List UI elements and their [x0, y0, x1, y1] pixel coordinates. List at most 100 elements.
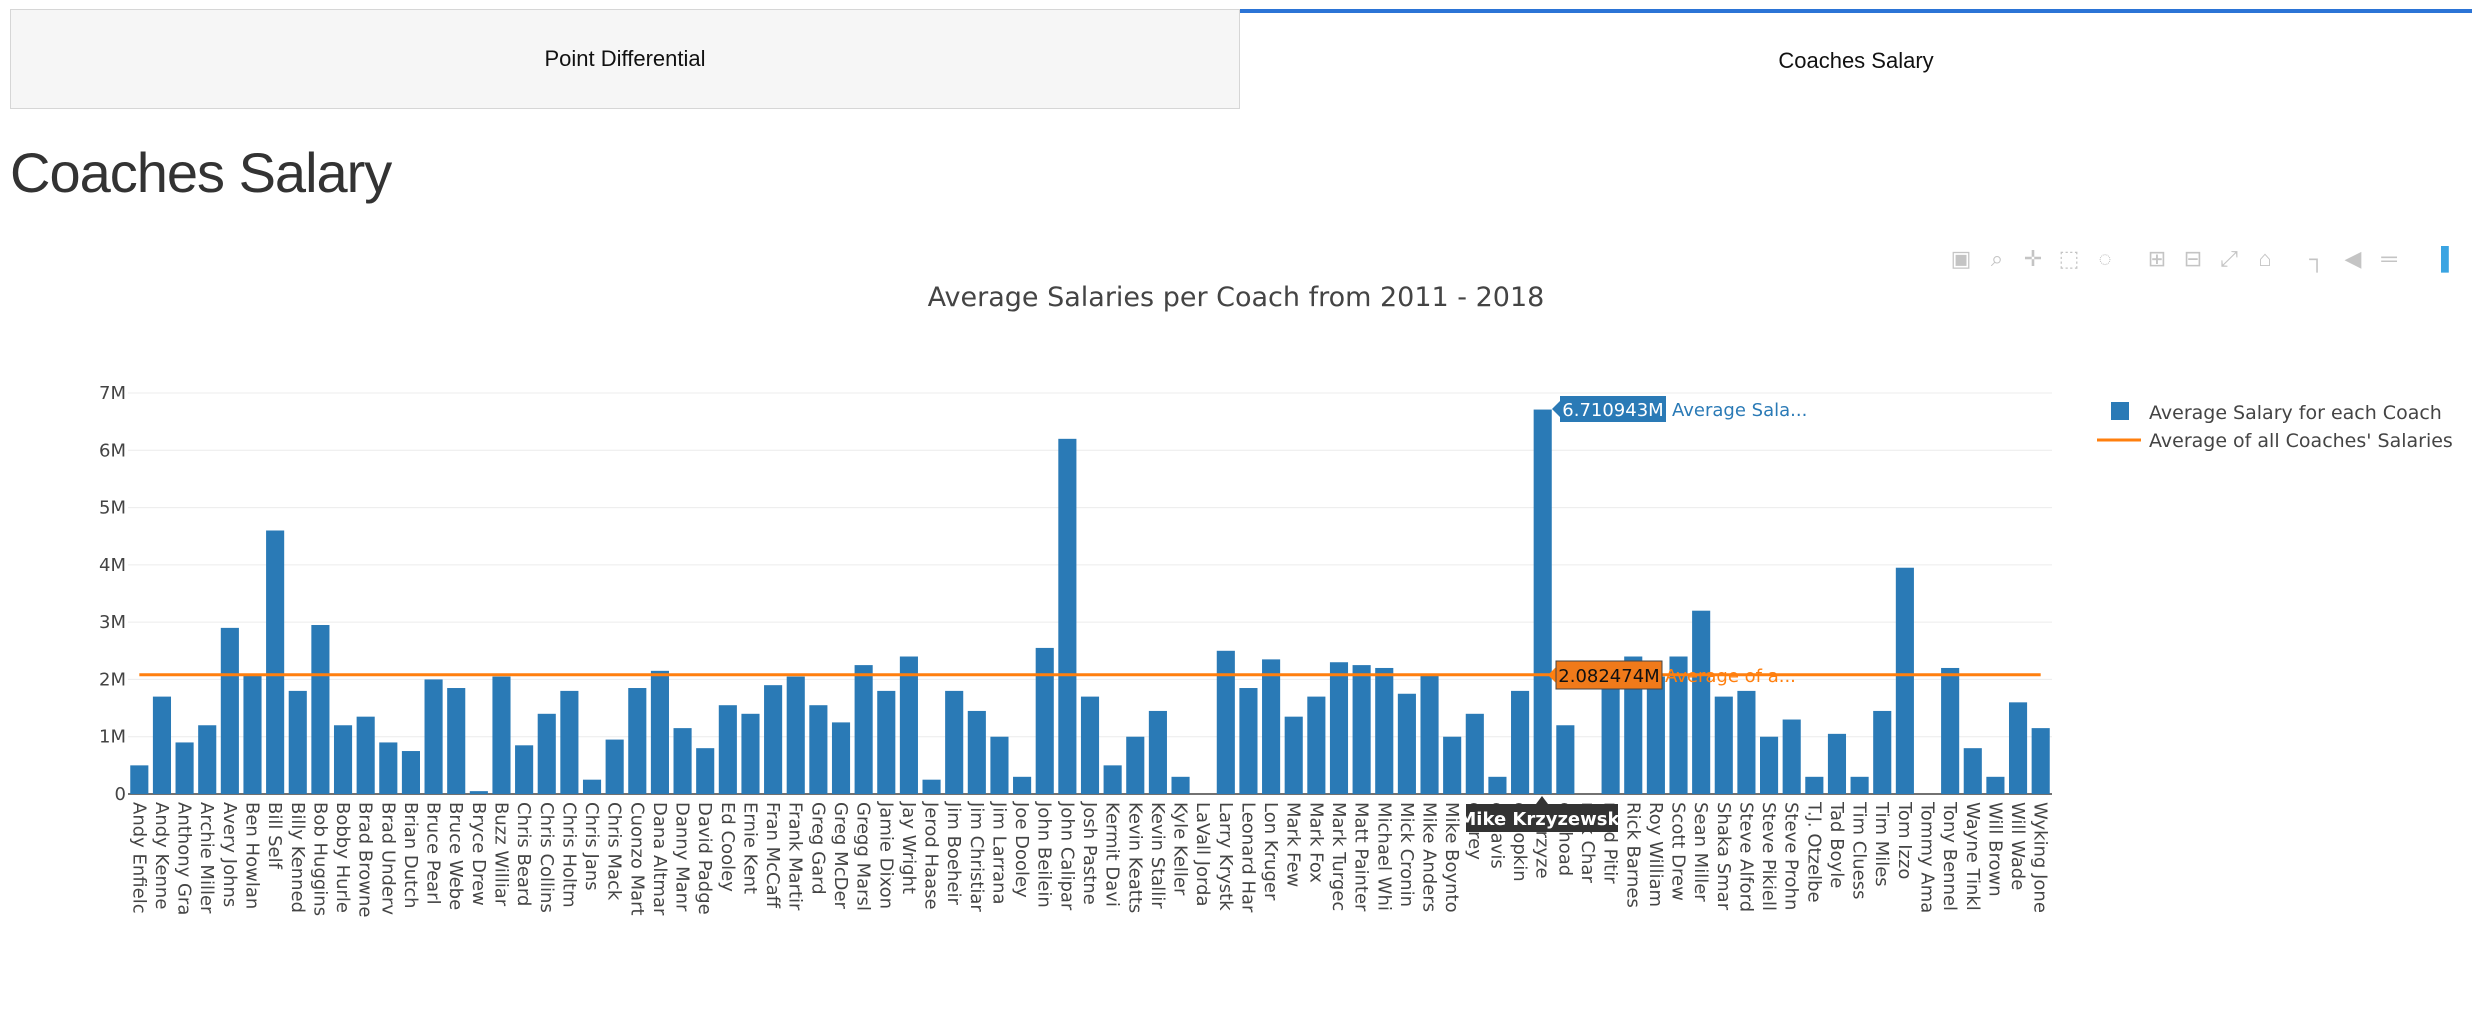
bar[interactable] — [130, 765, 149, 794]
bar[interactable] — [990, 736, 1009, 794]
tab-coaches-salary[interactable]: Coaches Salary — [1240, 9, 2472, 109]
plotly-logo-icon[interactable]: ▐ — [2433, 246, 2449, 271]
bar[interactable] — [877, 690, 896, 794]
bar[interactable] — [1714, 696, 1733, 794]
bar[interactable] — [1941, 667, 1960, 794]
bar[interactable] — [582, 779, 602, 794]
bar[interactable] — [1329, 662, 1349, 794]
bar[interactable] — [1873, 710, 1892, 794]
bar[interactable] — [266, 530, 285, 794]
bar[interactable] — [469, 791, 488, 794]
bar[interactable] — [1058, 438, 1077, 794]
bar[interactable] — [1262, 659, 1281, 794]
bar[interactable] — [198, 725, 217, 794]
bar[interactable] — [1669, 656, 1688, 794]
bar[interactable] — [356, 716, 375, 794]
bar[interactable] — [424, 679, 443, 794]
bar[interactable] — [786, 676, 805, 794]
bar[interactable] — [1239, 688, 1258, 794]
bar[interactable] — [831, 722, 851, 794]
bar[interactable] — [1420, 673, 1439, 794]
bar[interactable] — [447, 688, 466, 794]
zoom-icon[interactable]: ⌕ — [1990, 246, 2004, 271]
bar[interactable] — [1035, 647, 1054, 794]
bar[interactable] — [673, 728, 692, 794]
bar[interactable] — [1307, 696, 1326, 794]
bar[interactable] — [2008, 702, 2028, 794]
bar[interactable] — [1533, 409, 1552, 794]
bar[interactable] — [1397, 693, 1416, 794]
reset-axes-icon[interactable]: ⌂ — [2258, 246, 2272, 271]
bar[interactable] — [379, 742, 398, 794]
bar[interactable] — [175, 742, 194, 794]
bar[interactable] — [1488, 776, 1507, 794]
bar[interactable] — [333, 725, 353, 794]
pan-icon[interactable]: ✛ — [2023, 246, 2043, 271]
bar[interactable] — [401, 751, 420, 794]
autoscale-icon[interactable]: ⤢ — [2220, 246, 2238, 271]
bar[interactable] — [696, 748, 715, 794]
zoom-out-icon[interactable]: ⊟ — [2183, 246, 2203, 271]
bar[interactable] — [1895, 567, 1914, 794]
spike-lines-icon[interactable]: ┐ — [2309, 246, 2325, 271]
bar[interactable] — [220, 627, 239, 794]
bar[interactable] — [1465, 713, 1484, 794]
bar[interactable] — [1148, 710, 1167, 794]
legend-label-bar[interactable]: Average Salary for each Coach — [2149, 402, 2442, 424]
bar[interactable] — [1352, 665, 1371, 794]
hover-compare-icon[interactable]: ═ — [2381, 246, 2397, 271]
bar[interactable] — [945, 690, 964, 794]
bar[interactable] — [1737, 690, 1756, 794]
bar[interactable] — [1216, 650, 1235, 794]
bar[interactable] — [1443, 736, 1462, 794]
box-select-icon[interactable]: ⬚ — [2058, 246, 2080, 271]
legend-label-line[interactable]: Average of all Coaches' Salaries — [2149, 430, 2453, 452]
bar[interactable] — [1511, 690, 1530, 794]
bar[interactable] — [1692, 610, 1711, 794]
bar[interactable] — [1556, 725, 1575, 794]
bar[interactable] — [718, 705, 737, 794]
bar[interactable] — [288, 690, 307, 794]
bar[interactable] — [1850, 776, 1869, 794]
lasso-select-icon[interactable]: ◌ — [2098, 246, 2112, 271]
bar[interactable] — [967, 710, 986, 794]
bar[interactable] — [899, 656, 918, 794]
bar[interactable] — [854, 665, 873, 794]
bar[interactable] — [1171, 776, 1190, 794]
bar[interactable] — [1782, 719, 1801, 794]
bar[interactable] — [1284, 716, 1303, 794]
bar[interactable] — [764, 685, 783, 794]
bar[interactable] — [243, 673, 262, 794]
tab-point-differential[interactable]: Point Differential — [10, 9, 1240, 109]
bar[interactable] — [2031, 728, 2050, 794]
hover-closest-icon[interactable]: ◀ — [2344, 246, 2362, 271]
bar[interactable] — [809, 705, 828, 794]
bar[interactable] — [311, 625, 330, 794]
bar[interactable] — [537, 713, 556, 794]
bar[interactable] — [1805, 776, 1824, 794]
bar[interactable] — [1646, 676, 1665, 794]
bar[interactable] — [741, 713, 760, 794]
bar[interactable] — [1375, 667, 1394, 794]
bar[interactable] — [650, 670, 669, 794]
bar[interactable] — [1827, 733, 1847, 794]
bar[interactable] — [1103, 765, 1122, 794]
bar[interactable] — [1963, 748, 1982, 794]
bar[interactable] — [628, 688, 647, 794]
zoom-in-icon[interactable]: ⊞ — [2147, 246, 2167, 271]
legend-swatch-bar[interactable] — [2111, 402, 2129, 420]
bar[interactable] — [152, 696, 172, 794]
bar[interactable] — [605, 739, 624, 794]
bar[interactable] — [492, 676, 511, 794]
bar[interactable] — [560, 690, 579, 794]
bar[interactable] — [1080, 696, 1100, 794]
bar[interactable] — [922, 779, 941, 794]
bar[interactable] — [1013, 776, 1032, 794]
camera-icon[interactable]: ▣ — [1950, 246, 1972, 271]
bar[interactable] — [1126, 736, 1145, 794]
bar[interactable] — [1986, 776, 2005, 794]
bar[interactable] — [1760, 736, 1779, 794]
bar[interactable] — [1624, 656, 1643, 794]
bar[interactable] — [1601, 682, 1620, 794]
bar[interactable] — [515, 745, 534, 794]
